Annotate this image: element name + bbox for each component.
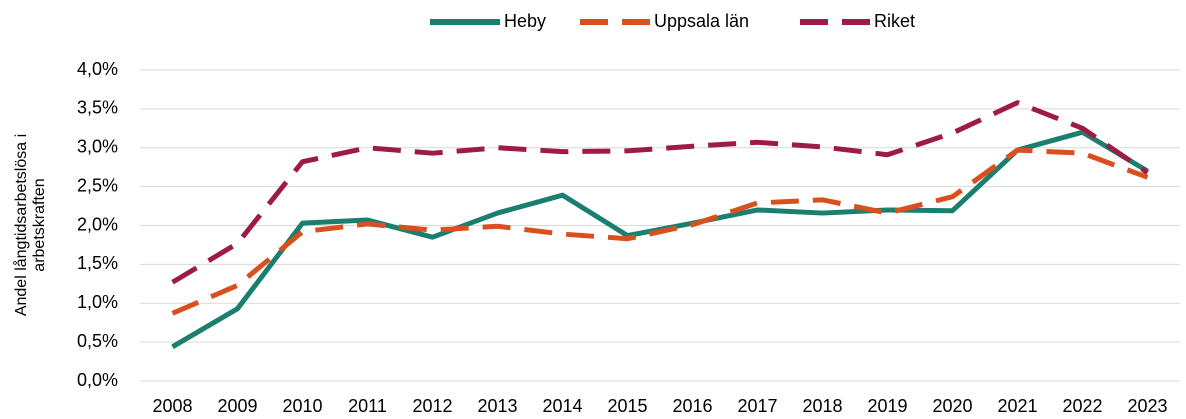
y-axis-label: Andel långtidsarbetslösa i <box>12 134 30 316</box>
y-tick-label: 2,5% <box>77 175 118 195</box>
legend-label: Uppsala län <box>654 11 749 31</box>
x-tick-label: 2016 <box>672 396 712 416</box>
x-tick-label: 2022 <box>1062 396 1102 416</box>
x-tick-label: 2013 <box>477 396 517 416</box>
x-tick-label: 2019 <box>867 396 907 416</box>
x-tick-label: 2015 <box>607 396 647 416</box>
line-series <box>171 100 1149 285</box>
x-tick-label: 2011 <box>348 396 387 416</box>
x-tick-label: 2012 <box>412 396 452 416</box>
y-tick-label: 1,0% <box>77 292 118 312</box>
x-tick-label: 2020 <box>932 396 972 416</box>
y-tick-label: 4,0% <box>77 59 118 79</box>
x-tick-label: 2008 <box>152 396 192 416</box>
line-series <box>171 147 1149 316</box>
y-tick-label: 0,0% <box>77 370 118 390</box>
x-tick-label: 2009 <box>217 396 257 416</box>
x-tick-label: 2017 <box>737 396 777 416</box>
line-series <box>171 129 1149 349</box>
y-axis-label: arbetskraften <box>31 178 48 271</box>
legend-label: Heby <box>504 11 546 31</box>
x-tick-label: 2010 <box>282 396 322 416</box>
x-tick-label: 2014 <box>542 396 582 416</box>
y-tick-label: 3,5% <box>77 98 118 118</box>
y-tick-label: 0,5% <box>77 331 118 351</box>
x-tick-label: 2021 <box>997 396 1037 416</box>
x-tick-label: 2018 <box>802 396 842 416</box>
x-tick-label: 2023 <box>1127 396 1167 416</box>
y-tick-label: 3,0% <box>77 137 118 157</box>
legend-label: Riket <box>874 11 915 31</box>
y-tick-label: 1,5% <box>77 253 118 273</box>
y-tick-label: 2,0% <box>77 214 118 234</box>
